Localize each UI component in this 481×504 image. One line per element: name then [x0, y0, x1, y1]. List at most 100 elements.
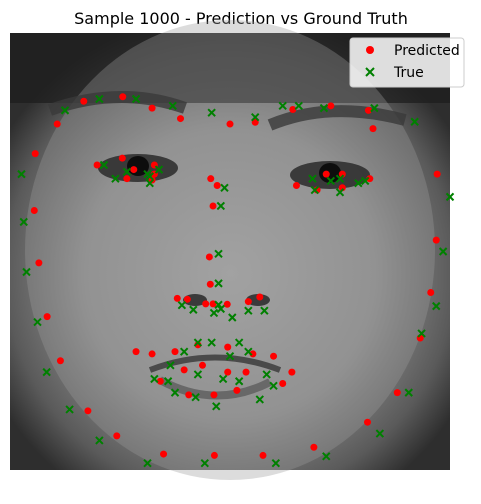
true-point-46 [145, 179, 154, 188]
true-point-58 [207, 338, 216, 347]
predicted-point-63 [210, 391, 218, 399]
true-point-31 [214, 279, 223, 288]
predicted-point-68 [224, 368, 232, 376]
predicted-point-47 [322, 170, 330, 178]
face-image [10, 20, 450, 480]
predicted-point-23 [251, 118, 259, 126]
predicted-point-16 [433, 170, 441, 178]
true-point-14 [432, 301, 441, 311]
predicted-point-7 [160, 450, 168, 458]
predicted-point-2 [35, 259, 43, 267]
legend-true-marker [365, 67, 375, 77]
predicted-point-24 [289, 105, 297, 113]
true-point-12 [404, 388, 413, 397]
true-point-49 [335, 174, 345, 183]
true-point-55 [166, 361, 175, 370]
true-point-48 [326, 176, 336, 186]
predicted-point-15 [432, 236, 440, 244]
true-point-16 [445, 192, 455, 202]
predicted-point-55 [171, 348, 179, 356]
true-point-52 [310, 185, 319, 195]
true-point-28 [216, 201, 226, 211]
predicted-series [30, 93, 441, 459]
predicted-point-38 [244, 298, 252, 306]
true-point-33 [216, 304, 226, 314]
true-point-45 [111, 174, 120, 183]
true-point-56 [179, 347, 189, 356]
predicted-point-60 [288, 368, 296, 376]
true-point-23 [278, 101, 287, 111]
true-point-2 [22, 267, 31, 277]
predicted-point-29 [213, 181, 221, 189]
predicted-point-66 [180, 366, 188, 374]
true-point-4 [42, 367, 51, 377]
predicted-point-65 [156, 377, 164, 385]
true-point-51 [361, 176, 370, 186]
true-point-26 [370, 103, 379, 113]
true-point-43 [154, 165, 164, 174]
true-point-44 [145, 172, 154, 181]
true-point-8 [200, 458, 209, 468]
predicted-point-5 [84, 407, 92, 415]
predicted-point-40 [93, 161, 101, 169]
predicted-point-41 [118, 154, 126, 162]
true-point-22 [251, 113, 260, 122]
predicted-point-10 [310, 443, 318, 451]
true-point-36 [209, 308, 219, 318]
predicted-point-35 [183, 295, 191, 303]
predicted-point-45 [123, 175, 131, 183]
true-point-50 [354, 179, 363, 188]
legend-true-label: True [393, 65, 424, 81]
true-point-38 [244, 306, 253, 315]
true-point-30 [214, 249, 223, 258]
true-point-19 [131, 94, 141, 104]
predicted-point-36 [202, 300, 210, 308]
legend: Predicted True [349, 37, 465, 88]
predicted-point-1 [30, 207, 38, 215]
predicted-point-6 [113, 432, 121, 440]
predicted-point-9 [259, 451, 267, 459]
legend-predicted-label: Predicted [394, 43, 460, 59]
true-point-1 [19, 217, 28, 227]
predicted-point-54 [148, 350, 156, 358]
true-point-17 [60, 106, 70, 115]
true-point-5 [65, 405, 74, 414]
predicted-point-53 [132, 348, 140, 356]
predicted-point-31 [205, 253, 213, 261]
predicted-point-12 [393, 389, 401, 397]
predicted-point-18 [80, 97, 88, 105]
predicted-point-14 [427, 288, 435, 296]
predicted-point-59 [270, 352, 278, 360]
true-point-9 [271, 458, 281, 468]
predicted-point-20 [148, 104, 156, 112]
legend-predicted-marker [366, 46, 374, 54]
true-point-70 [234, 377, 244, 386]
true-point-7 [143, 458, 152, 468]
true-point-47 [308, 174, 317, 183]
true-point-41 [122, 167, 132, 177]
predicted-point-19 [119, 93, 127, 101]
true-point-37 [228, 313, 237, 322]
predicted-point-61 [279, 380, 287, 388]
predicted-point-42 [130, 166, 138, 174]
true-point-34 [177, 301, 187, 310]
predicted-point-3 [43, 313, 51, 321]
predicted-point-39 [256, 293, 264, 301]
predicted-point-8 [210, 451, 218, 459]
predicted-point-52 [292, 181, 300, 189]
true-point-53 [335, 188, 345, 197]
true-point-61 [262, 370, 271, 379]
true-point-6 [95, 436, 104, 445]
true-point-21 [207, 108, 216, 117]
true-point-69 [218, 374, 228, 384]
true-series [17, 94, 455, 468]
true-point-35 [189, 305, 198, 314]
true-point-0 [17, 169, 26, 179]
true-point-20 [168, 101, 177, 111]
true-point-3 [33, 317, 42, 327]
predicted-point-4 [56, 357, 64, 365]
predicted-point-32 [206, 280, 214, 288]
true-point-67 [163, 377, 173, 386]
predicted-point-11 [364, 418, 371, 426]
predicted-point-0 [31, 150, 39, 158]
